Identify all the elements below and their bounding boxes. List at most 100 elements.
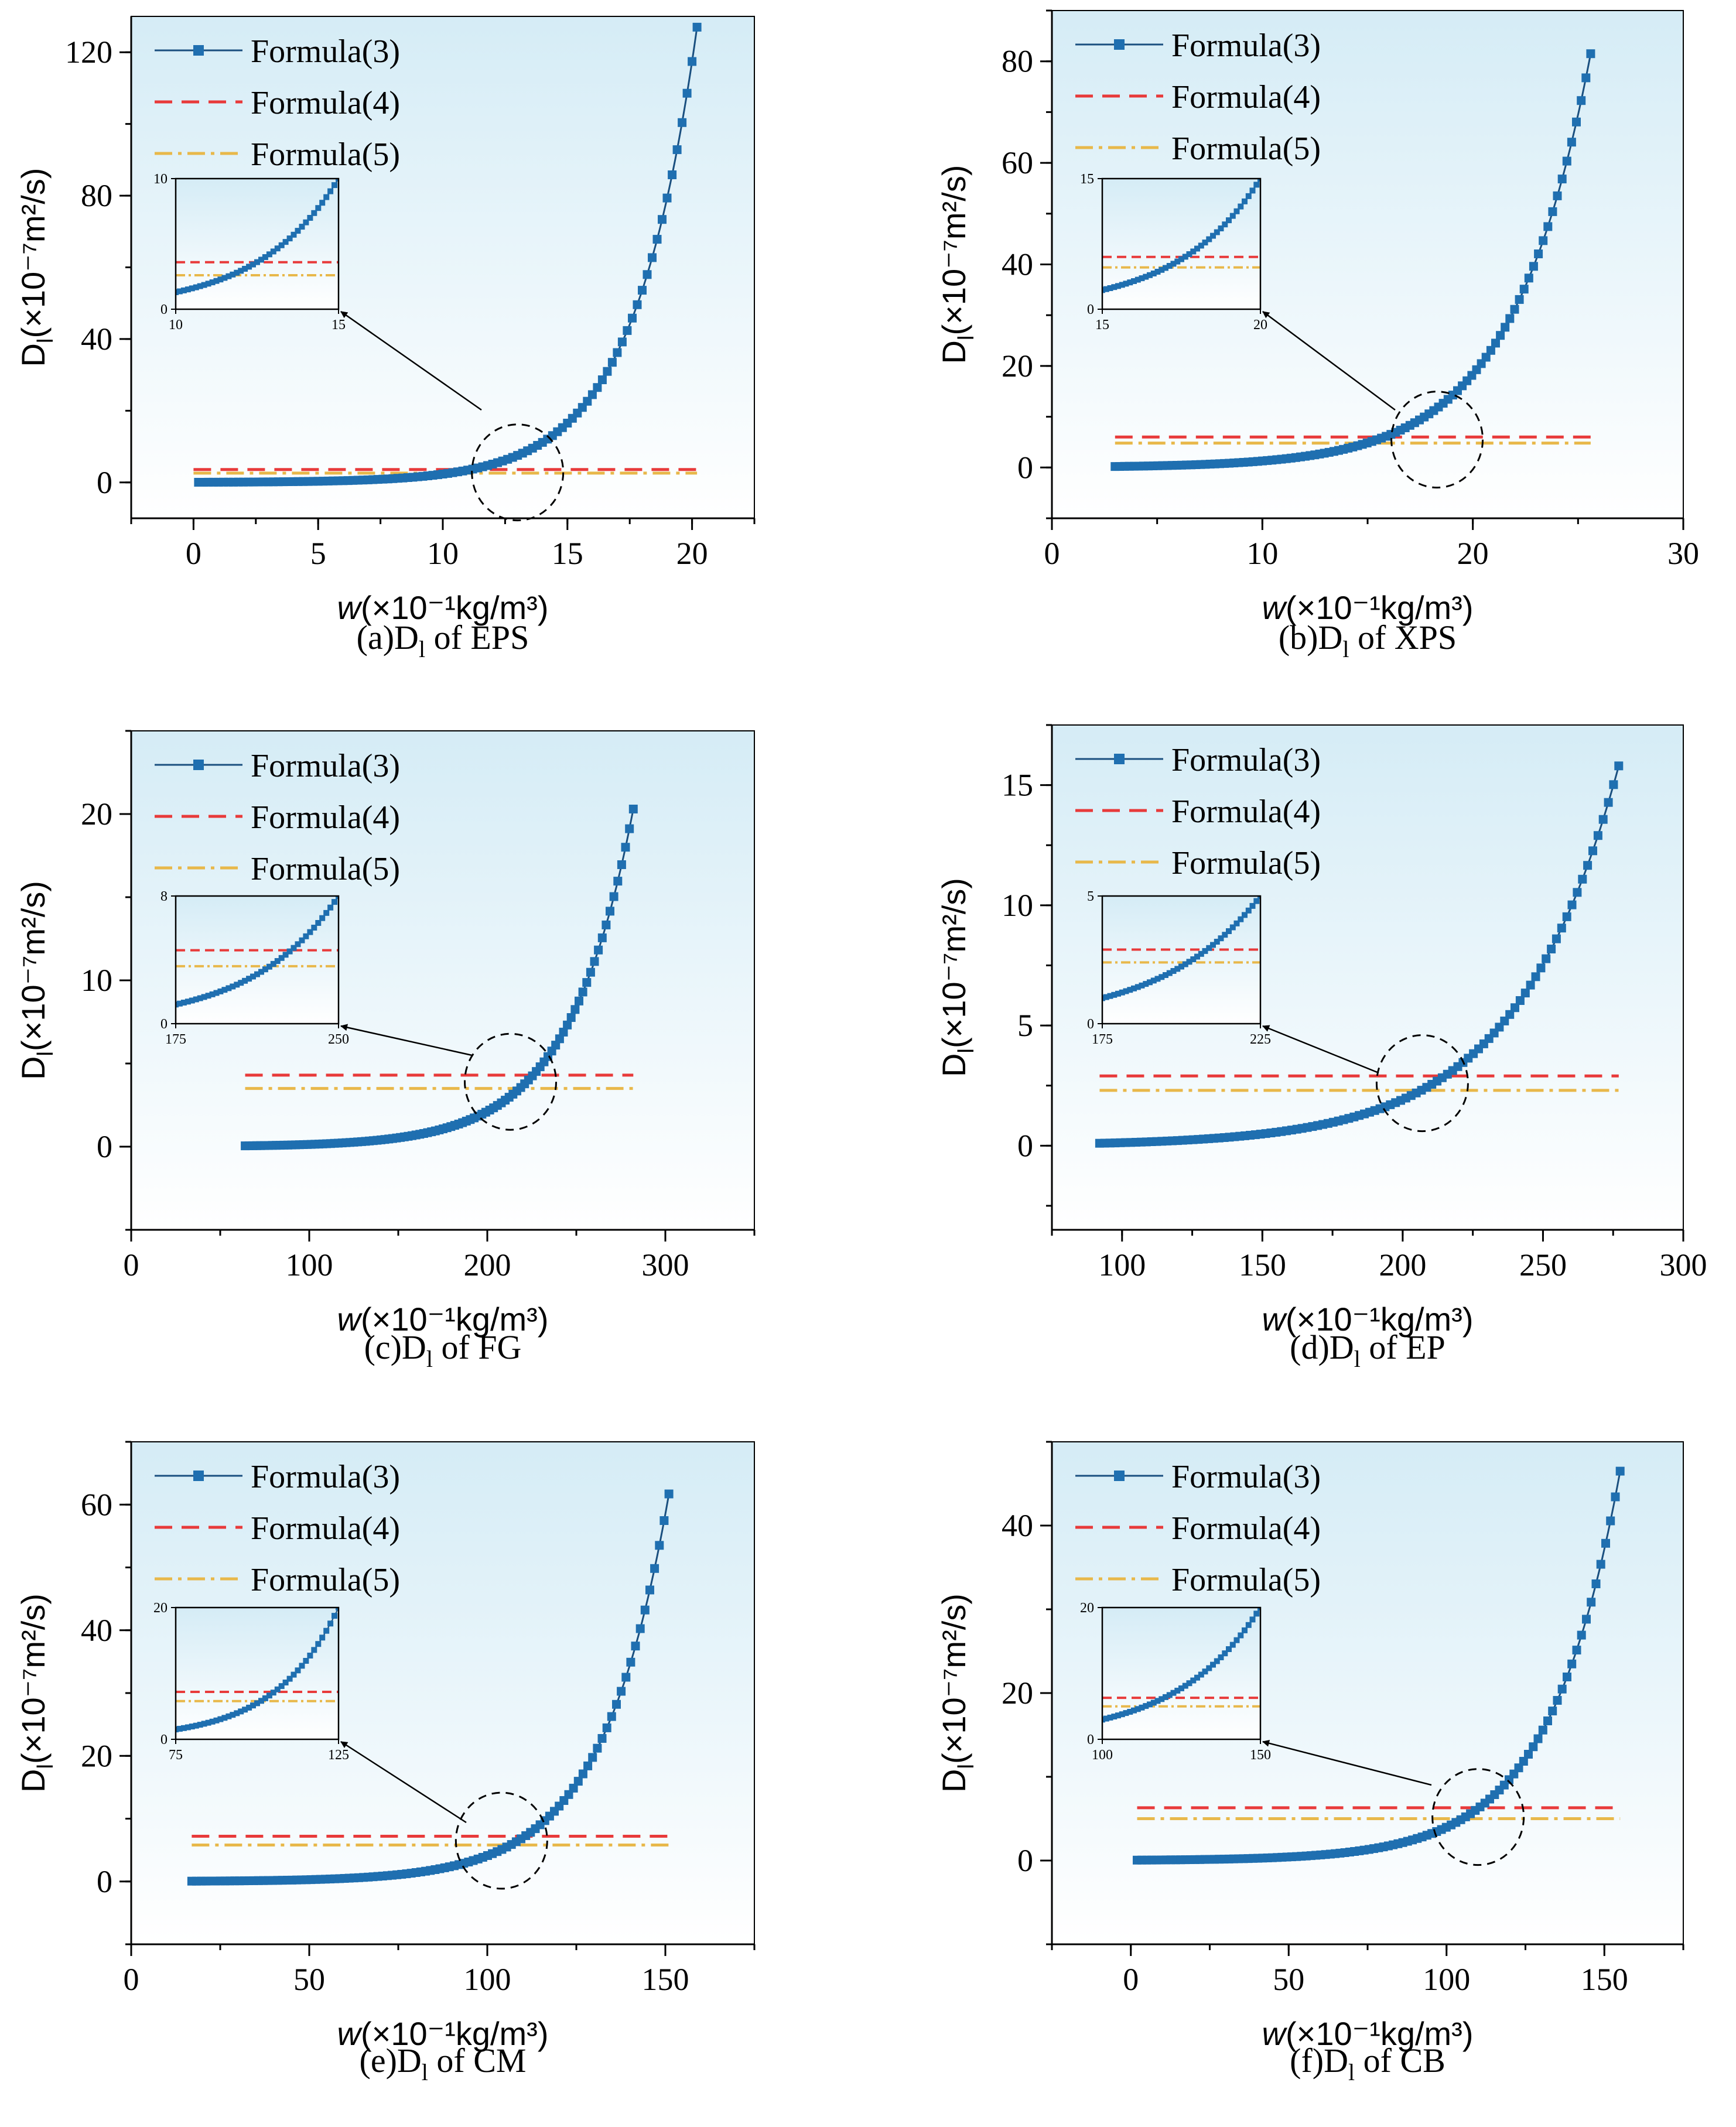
- formula3-marker: [583, 396, 592, 406]
- inset-frame: [175, 895, 340, 1025]
- inset-formula3-marker: [1103, 286, 1109, 292]
- formula3-marker: [1578, 874, 1587, 884]
- y-label-unit: (×10⁻⁷m²/s): [935, 165, 972, 336]
- legend-label-5: Formula(5): [251, 1562, 400, 1598]
- caption-subscript: l: [1342, 636, 1349, 662]
- formula3-marker: [652, 235, 662, 244]
- inset-formula3-marker: [1147, 979, 1153, 986]
- formula3-marker: [586, 967, 595, 977]
- inset-formula3-marker: [1143, 273, 1149, 280]
- legend-formula3-marker: [1114, 39, 1125, 50]
- inset-formula3-marker: [299, 224, 305, 230]
- y-tick-label: 120: [65, 35, 112, 70]
- x-tick-label: 50: [293, 1962, 325, 1997]
- inset-formula3-marker: [1245, 907, 1252, 914]
- inset-formula3-marker: [303, 933, 309, 939]
- y-tick-label: 5: [1017, 1008, 1033, 1043]
- inset-formula3-marker: [1170, 261, 1177, 267]
- formula3-marker: [1609, 780, 1618, 789]
- inset-x-tick-label: 175: [165, 1032, 186, 1047]
- formula3-marker: [623, 326, 632, 335]
- inset-formula3-marker: [327, 904, 334, 911]
- formula3-marker: [1543, 1716, 1552, 1725]
- formula3-marker: [590, 957, 599, 966]
- x-label-variable: w: [1262, 589, 1288, 626]
- highlight-ellipse: [454, 1791, 548, 1890]
- inset-formula3-marker: [282, 239, 289, 245]
- inset-formula3-marker: [307, 929, 313, 935]
- y-label-subscript: l: [954, 1048, 979, 1053]
- formula3-marker: [682, 88, 692, 98]
- formula3-marker: [569, 1783, 578, 1793]
- inset-formula3-marker: [1143, 981, 1149, 987]
- legend-label-4: Formula(4): [251, 1510, 400, 1547]
- formula3-markers: [241, 805, 638, 1151]
- y-label-unit: (×10⁻⁷m²/s): [935, 878, 972, 1048]
- inset-formula3-marker: [225, 985, 232, 991]
- inset-formula3-marker: [189, 997, 195, 1004]
- inset-formula3-marker: [1190, 1677, 1197, 1684]
- inset-formula3-marker: [336, 896, 339, 899]
- inset-formula3-marker: [242, 1707, 248, 1713]
- inset-formula3-marker: [1249, 902, 1256, 909]
- chart-panel-fg: 175 250 0 8 0 100 200 300 0 10 20 Formula(3) Formula…: [15, 730, 756, 1372]
- zoom-arrow: [1262, 1025, 1379, 1074]
- x-tick-label: 150: [1239, 1247, 1286, 1283]
- inset-formula3-marker: [1107, 993, 1113, 999]
- formula3-marker: [648, 253, 657, 262]
- inset-formula3-marker: [1194, 953, 1200, 960]
- formula3-marker: [1598, 815, 1608, 824]
- x-label-variable: w: [337, 589, 363, 626]
- formula3-marker: [688, 57, 697, 66]
- caption-subscript: l: [422, 2059, 428, 2085]
- inset-formula3-marker: [295, 228, 301, 234]
- y-label-unit: (×10⁻⁷m²/s): [15, 168, 52, 338]
- formula3-marker: [606, 907, 614, 916]
- inset-formula3-marker: [1210, 232, 1216, 239]
- inset-formula3-marker: [1194, 1674, 1200, 1681]
- x-label-variable: w: [1262, 1301, 1288, 1338]
- formula3-marker: [578, 1769, 587, 1779]
- formula3-marker: [602, 1723, 611, 1732]
- formula3-marker: [1515, 996, 1525, 1005]
- inset-formula3-marker: [234, 269, 240, 276]
- formula3-marker: [655, 1541, 664, 1550]
- x-tick-label: 300: [1660, 1247, 1707, 1283]
- inset-formula3-markers: [1102, 896, 1260, 1001]
- inset-formula3-marker: [1233, 1637, 1240, 1643]
- inset-formula3-marker: [311, 210, 317, 216]
- inset-formula3-marker: [205, 281, 211, 287]
- inset-y-tick-label: 0: [1087, 302, 1094, 317]
- inset-formula3-marker: [213, 1717, 220, 1724]
- inset-y-tick-label: 0: [160, 1017, 168, 1032]
- legend-label-3: Formula(3): [251, 748, 400, 784]
- y-label-subscript: l: [954, 336, 979, 340]
- x-tick-label: 100: [1423, 1962, 1470, 1997]
- inset-formula3-marker: [1253, 182, 1260, 188]
- highlight-ellipse: [1375, 1034, 1469, 1133]
- inset-formula3-marker: [323, 909, 330, 916]
- inset-formula3-marker: [1182, 254, 1188, 260]
- inset-content: [1102, 896, 1260, 1001]
- legend-formula3-marker: [193, 760, 204, 770]
- caption-panel: (b)D: [1279, 618, 1343, 656]
- inset-formula3-marker: [197, 995, 203, 1001]
- inset-formula3-marker: [1198, 1671, 1204, 1678]
- inset-y-tick-label: 0: [160, 1732, 168, 1748]
- inset-formula3-marker: [225, 273, 232, 279]
- x-tick-label: 20: [676, 536, 708, 571]
- inset-formula3-marker: [242, 977, 248, 984]
- inset-frame: [175, 177, 340, 310]
- x-label-unit: (×10⁻¹kg/m³): [1286, 589, 1474, 626]
- x-tick-label: 250: [1519, 1247, 1567, 1283]
- panel-caption: (e)Dl of CM: [360, 2041, 527, 2085]
- formula3-marker: [607, 358, 617, 367]
- inset-formula3-marker: [1222, 932, 1228, 938]
- inset-formula3-marker: [184, 286, 191, 293]
- formula3-marker: [607, 1712, 616, 1721]
- legend-formula3-marker: [1114, 1471, 1125, 1481]
- inset-formula3-marker: [193, 284, 199, 290]
- y-label-symbol: D: [935, 1769, 972, 1792]
- inset-y-tick-label: 5: [1087, 889, 1094, 904]
